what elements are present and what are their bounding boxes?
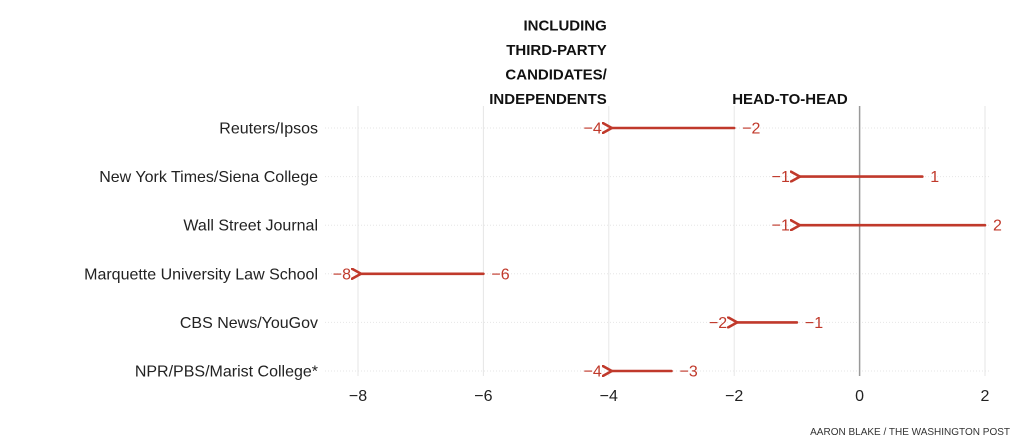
including-value-label: −2 [709,315,727,332]
header-including-line: CANDIDATES/ [505,67,607,84]
x-tick-label: −8 [349,388,367,405]
head-to-head-value-label: 1 [930,169,939,186]
poll-rows: Reuters/Ipsos −2 −4 New York Times/Siena Co… [84,121,1002,381]
poll-name-label: Wall Street Journal [183,218,318,235]
poll-row: Reuters/Ipsos −2 −4 [219,121,760,138]
including-value-label: −1 [772,218,790,235]
head-to-head-value-label: 2 [993,218,1002,235]
x-axis-ticks: −8 −6 −4 −2 0 2 [349,388,990,405]
poll-row: New York Times/Siena College 1 −1 [99,169,939,186]
poll-row: Wall Street Journal 2 −1 [183,218,1002,235]
head-to-head-value-label: −3 [680,364,698,381]
head-to-head-value-label: −6 [491,266,509,283]
poll-row: NPR/PBS/Marist College* −3 −4 [135,364,698,381]
head-to-head-value-label: −2 [742,121,760,138]
poll-name-label: CBS News/YouGov [180,315,318,332]
x-tick-label: −2 [725,388,743,405]
poll-name-label: Marquette University Law School [84,266,318,283]
poll-row: Marquette University Law School −6 −8 [84,266,510,283]
header-including-line: INCLUDING [523,18,606,35]
x-tick-label: −6 [474,388,492,405]
poll-name-label: Reuters/Ipsos [219,121,318,138]
including-value-label: −4 [584,364,602,381]
header-including-line: THIRD-PARTY [506,42,607,59]
header-head-to-head: HEAD-TO-HEAD [732,91,848,108]
poll-name-label: NPR/PBS/Marist College* [135,364,318,381]
x-tick-label: 0 [855,388,864,405]
head-to-head-value-label: −1 [805,315,823,332]
x-tick-label: 2 [981,388,990,405]
poll-row: CBS News/YouGov −1 −2 [180,315,823,332]
including-value-label: −1 [772,169,790,186]
including-value-label: −4 [584,121,602,138]
credit-line: AARON BLAKE / THE WASHINGTON POST [810,427,1010,438]
including-value-label: −8 [333,266,351,283]
x-tick-label: −4 [600,388,618,405]
gridlines [325,106,990,376]
column-headers: INCLUDING THIRD-PARTY CANDIDATES/INDEPENDE… [489,18,848,109]
poll-name-label: New York Times/Siena College [99,169,318,186]
header-including-line: INDEPENDENTS [489,91,607,108]
